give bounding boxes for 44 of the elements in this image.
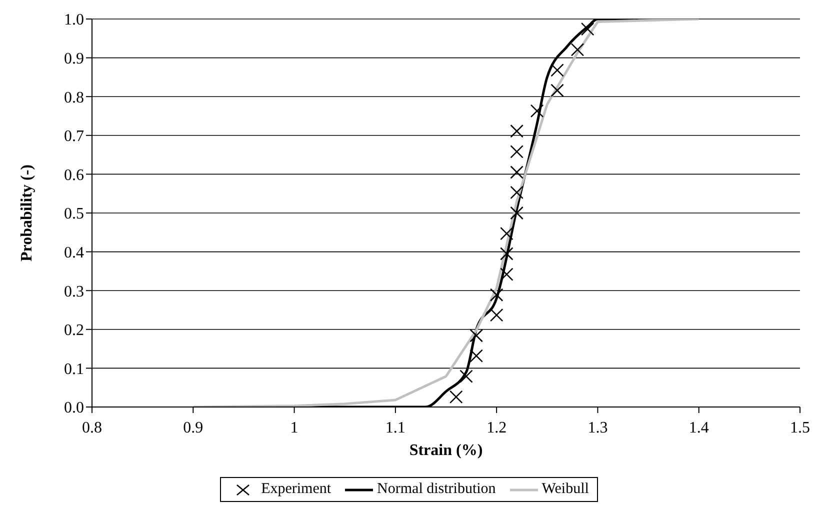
y-tick-label: 0.0: [64, 400, 84, 417]
x-tick-label: 0.8: [82, 419, 102, 436]
y-tick-label: 0.5: [64, 206, 84, 223]
x-axis-title: Strain (%): [409, 442, 483, 459]
point: [449, 390, 463, 404]
x-tick-label: 1.1: [385, 419, 406, 436]
x-tick-label: 1.2: [486, 419, 507, 436]
point: [570, 43, 584, 56]
x-tick-label: 0.9: [183, 419, 204, 436]
x-tick-label: 1.5: [790, 419, 810, 436]
point: [510, 124, 524, 138]
point: [500, 226, 514, 240]
y-tick-label: 0.9: [64, 50, 84, 68]
point: [510, 186, 524, 200]
y-tick-label: 0.7: [64, 128, 84, 146]
point: [460, 370, 473, 383]
legend-label: Experiment: [260, 481, 332, 498]
y-axis-title: Probability (-): [18, 164, 36, 262]
point: [510, 145, 524, 158]
point: [510, 206, 524, 220]
point: [470, 349, 483, 362]
x-tick-label: 1: [290, 419, 298, 436]
x-tick-label: 1.3: [588, 419, 608, 436]
legend-label: Weibull: [540, 481, 589, 498]
point: [550, 84, 564, 98]
point: [500, 268, 514, 281]
point: [490, 308, 504, 322]
point: [550, 64, 564, 77]
point: [470, 328, 483, 342]
y-tick-label: 0.3: [64, 283, 84, 300]
point: [530, 104, 544, 118]
point: [500, 247, 514, 260]
y-tick-label: 0.6: [64, 166, 84, 184]
point: [490, 288, 504, 302]
y-tick-label: 0.4: [64, 244, 84, 262]
point: [580, 22, 594, 36]
line-series: [192, 19, 700, 407]
legend-label: Normal distribution: [376, 481, 496, 498]
x-tick-label: 1.4: [688, 419, 709, 436]
y-tick-label: 0.2: [64, 322, 84, 340]
y-tick-label: 1.0: [64, 12, 84, 29]
y-tick-label: 0.1: [64, 360, 84, 378]
point: [510, 166, 524, 179]
y-tick-label: 0.8: [64, 89, 84, 106]
